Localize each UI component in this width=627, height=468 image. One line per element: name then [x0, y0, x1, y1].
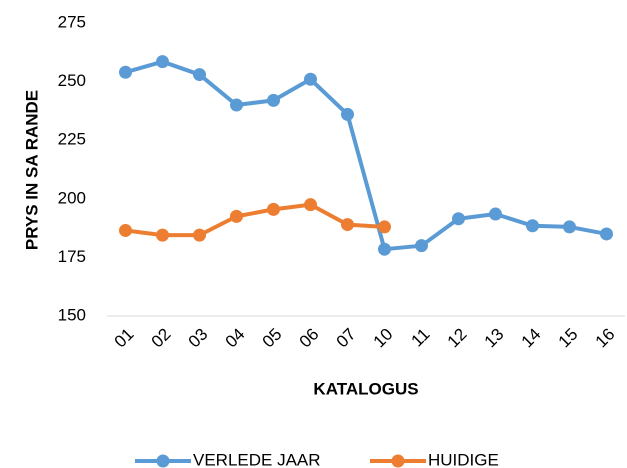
y-tick-label: 150: [58, 305, 86, 324]
y-axis-label: PRYS IN SA RANDE: [22, 90, 41, 250]
marker: [267, 93, 280, 107]
x-tick-label: 15: [555, 325, 582, 352]
x-tick-label: 05: [259, 325, 286, 352]
marker: [156, 55, 169, 69]
x-tick-label: 11: [408, 325, 434, 351]
marker: [415, 239, 428, 253]
x-tick-label: 13: [481, 325, 508, 352]
y-tick-label: 250: [58, 71, 86, 90]
y-tick-label: 225: [58, 130, 86, 149]
legend-marker: [391, 454, 405, 468]
x-tick-label: 06: [296, 325, 323, 352]
marker: [378, 242, 391, 256]
x-tick-label: 16: [592, 325, 619, 352]
marker: [267, 202, 280, 216]
y-tick-label: 275: [58, 12, 86, 31]
marker: [193, 68, 206, 82]
x-tick-label: 14: [518, 325, 545, 352]
marker: [526, 219, 539, 233]
x-tick-label: 04: [222, 325, 249, 352]
marker: [230, 209, 243, 223]
marker: [489, 207, 502, 221]
marker: [563, 220, 576, 234]
marker: [600, 227, 613, 241]
x-tick-label: 12: [444, 325, 471, 352]
marker: [156, 228, 169, 242]
marker: [193, 228, 206, 242]
marker: [119, 223, 132, 237]
marker: [230, 98, 243, 112]
marker: [341, 218, 354, 232]
x-tick-label: 03: [185, 325, 212, 352]
marker: [119, 65, 132, 79]
x-tick-label: 02: [148, 325, 175, 352]
marker: [304, 72, 317, 86]
y-tick-label: 200: [58, 188, 86, 207]
x-axis-label: KATALOGUS: [313, 379, 418, 398]
legend-marker: [156, 454, 170, 468]
x-tick-label: 10: [370, 325, 397, 352]
marker: [378, 220, 391, 234]
y-tick-label: 175: [58, 247, 86, 266]
legend-label: HUIDIGE: [428, 450, 499, 468]
marker: [341, 107, 354, 121]
x-tick-label: 07: [333, 325, 360, 352]
x-tick-label: 01: [111, 325, 138, 352]
marker: [304, 198, 317, 212]
marker: [452, 212, 465, 226]
legend-label: VERLEDE JAAR: [193, 450, 321, 468]
